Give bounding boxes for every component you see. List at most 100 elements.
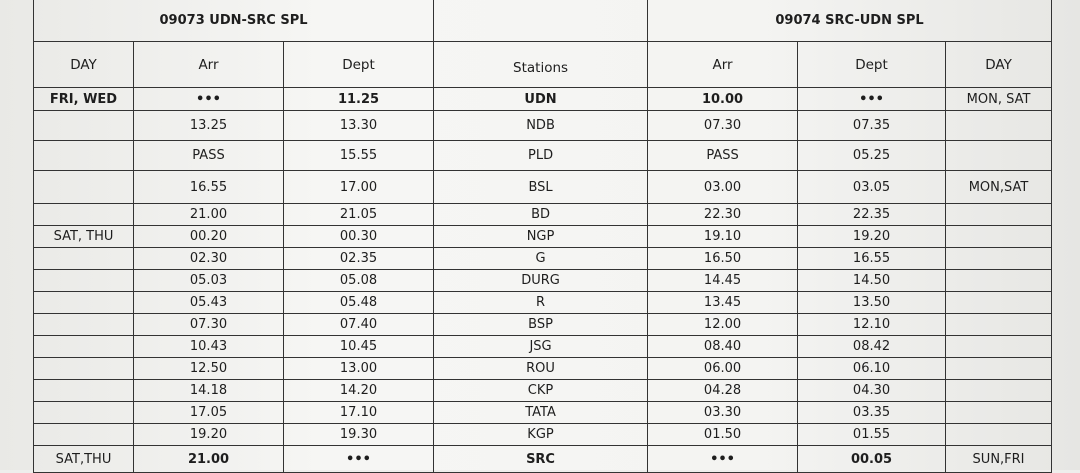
cell-dept-left: 02.35 <box>282 247 435 270</box>
cell-day-left <box>33 110 134 141</box>
cell-dept-right: 12.10 <box>797 313 947 336</box>
cell-stations: ROU <box>433 357 649 380</box>
table-row: 19.20 19.30 KGP 01.50 01.55 <box>33 423 1053 446</box>
cell-stations: BSP <box>433 313 649 336</box>
cell-dept-left: 15.55 <box>282 140 435 171</box>
cell-day-right: SUN,FRI <box>945 445 1053 473</box>
table-row: 05.03 05.08 DURG 14.45 14.50 <box>33 269 1053 292</box>
cell-arr-right: 04.28 <box>647 379 799 402</box>
cell-arr-left: 00.20 <box>133 225 284 248</box>
cell-day-right <box>945 423 1053 446</box>
cell-arr-right: 01.50 <box>647 423 799 446</box>
header-arr-right: Arr <box>647 41 799 88</box>
cell-arr-right: 10.00 <box>647 87 799 111</box>
cell-dept-right: 03.05 <box>797 170 947 204</box>
header-row: DAY Arr Dept Stations Arr Dept DAY <box>33 41 1053 88</box>
cell-dept-right: 08.42 <box>797 335 947 358</box>
table-row: 16.55 17.00 BSL 03.00 03.05 MON,SAT <box>33 170 1053 204</box>
cell-day-left: SAT,THU <box>33 445 134 473</box>
header-arr-left: Arr <box>133 41 284 88</box>
cell-arr-left: 17.05 <box>133 401 284 424</box>
cell-stations: JSG <box>433 335 649 358</box>
cell-day-right <box>945 335 1053 358</box>
cell-arr-left: 07.30 <box>133 313 284 336</box>
cell-dept-right: 16.55 <box>797 247 947 270</box>
table-row: 13.25 13.30 NDB 07.30 07.35 <box>33 110 1053 141</box>
table-row: SAT,THU 21.00 ••• SRC ••• 00.05 SUN,FRI <box>33 445 1053 473</box>
train-title-left: 09073 UDN-SRC SPL <box>32 0 435 42</box>
table-row: 17.05 17.10 TATA 03.30 03.35 <box>33 401 1053 424</box>
cell-arr-right: PASS <box>647 140 799 171</box>
cell-stations: BD <box>433 203 649 226</box>
table-row: 21.00 21.05 BD 22.30 22.35 <box>33 203 1053 226</box>
cell-dept-right: 01.55 <box>797 423 947 446</box>
cell-arr-left: 19.20 <box>133 423 284 446</box>
cell-day-right <box>945 140 1053 171</box>
cell-dept-right: 05.25 <box>797 140 947 171</box>
cell-dept-right: 14.50 <box>797 269 947 292</box>
cell-dept-left: 14.20 <box>282 379 435 402</box>
cell-arr-left: 14.18 <box>133 379 284 402</box>
table-row: 10.43 10.45 JSG 08.40 08.42 <box>33 335 1053 358</box>
cell-day-left <box>33 379 134 402</box>
cell-dept-left: 13.00 <box>282 357 435 380</box>
empty-title-cell <box>433 0 649 42</box>
cell-arr-left: 21.00 <box>133 445 284 473</box>
cell-day-right <box>945 203 1053 226</box>
cell-day-left <box>33 357 134 380</box>
cell-day-left <box>33 313 134 336</box>
cell-day-left <box>33 203 134 226</box>
cell-dept-right: 13.50 <box>797 291 947 314</box>
cell-day-right <box>945 269 1053 292</box>
cell-day-left <box>33 170 134 204</box>
cell-stations: G <box>433 247 649 270</box>
cell-dept-left: 00.30 <box>282 225 435 248</box>
cell-stations: R <box>433 291 649 314</box>
cell-day-right <box>945 357 1053 380</box>
cell-dept-left: 05.08 <box>282 269 435 292</box>
cell-arr-left: 10.43 <box>133 335 284 358</box>
table-row: 02.30 02.35 G 16.50 16.55 <box>33 247 1053 270</box>
cell-day-right <box>945 313 1053 336</box>
cell-arr-right: 14.45 <box>647 269 799 292</box>
cell-dept-right: 07.35 <box>797 110 947 141</box>
cell-day-right <box>945 291 1053 314</box>
cell-stations: KGP <box>433 423 649 446</box>
cell-dept-right: 06.10 <box>797 357 947 380</box>
cell-stations: DURG <box>433 269 649 292</box>
cell-arr-right: 03.30 <box>647 401 799 424</box>
cell-arr-right: 08.40 <box>647 335 799 358</box>
cell-dept-left: 19.30 <box>282 423 435 446</box>
cell-dept-right: 04.30 <box>797 379 947 402</box>
header-dept-right: Dept <box>797 41 947 88</box>
cell-day-right <box>945 401 1053 424</box>
cell-stations: NDB <box>433 110 649 141</box>
table-row: 12.50 13.00 ROU 06.00 06.10 <box>33 357 1053 380</box>
cell-dept-left: 10.45 <box>282 335 435 358</box>
cell-day-right: MON,SAT <box>945 170 1053 204</box>
cell-day-left <box>33 423 134 446</box>
cell-arr-right: 16.50 <box>647 247 799 270</box>
cell-day-left <box>33 140 134 171</box>
cell-arr-left: 16.55 <box>133 170 284 204</box>
cell-dept-right: 19.20 <box>797 225 947 248</box>
table-row: FRI, WED ••• 11.25 UDN 10.00 ••• MON, SAT <box>33 87 1053 111</box>
table-row: SAT, THU 00.20 00.30 NGP 19.10 19.20 <box>33 225 1053 248</box>
cell-day-left <box>33 291 134 314</box>
cell-stations: PLD <box>433 140 649 171</box>
cell-day-right: MON, SAT <box>945 87 1053 111</box>
cell-stations: CKP <box>433 379 649 402</box>
cell-arr-left: 05.03 <box>133 269 284 292</box>
cell-arr-right: 19.10 <box>647 225 799 248</box>
cell-arr-right: ••• <box>647 445 799 473</box>
table-row: PASS 15.55 PLD PASS 05.25 <box>33 140 1053 171</box>
cell-arr-right: 12.00 <box>647 313 799 336</box>
cell-dept-left: 07.40 <box>282 313 435 336</box>
cell-arr-left: 21.00 <box>133 203 284 226</box>
cell-arr-right: 03.00 <box>647 170 799 204</box>
cell-arr-right: 22.30 <box>647 203 799 226</box>
cell-day-right <box>945 225 1053 248</box>
cell-day-left <box>33 401 134 424</box>
table-row: 05.43 05.48 R 13.45 13.50 <box>33 291 1053 314</box>
